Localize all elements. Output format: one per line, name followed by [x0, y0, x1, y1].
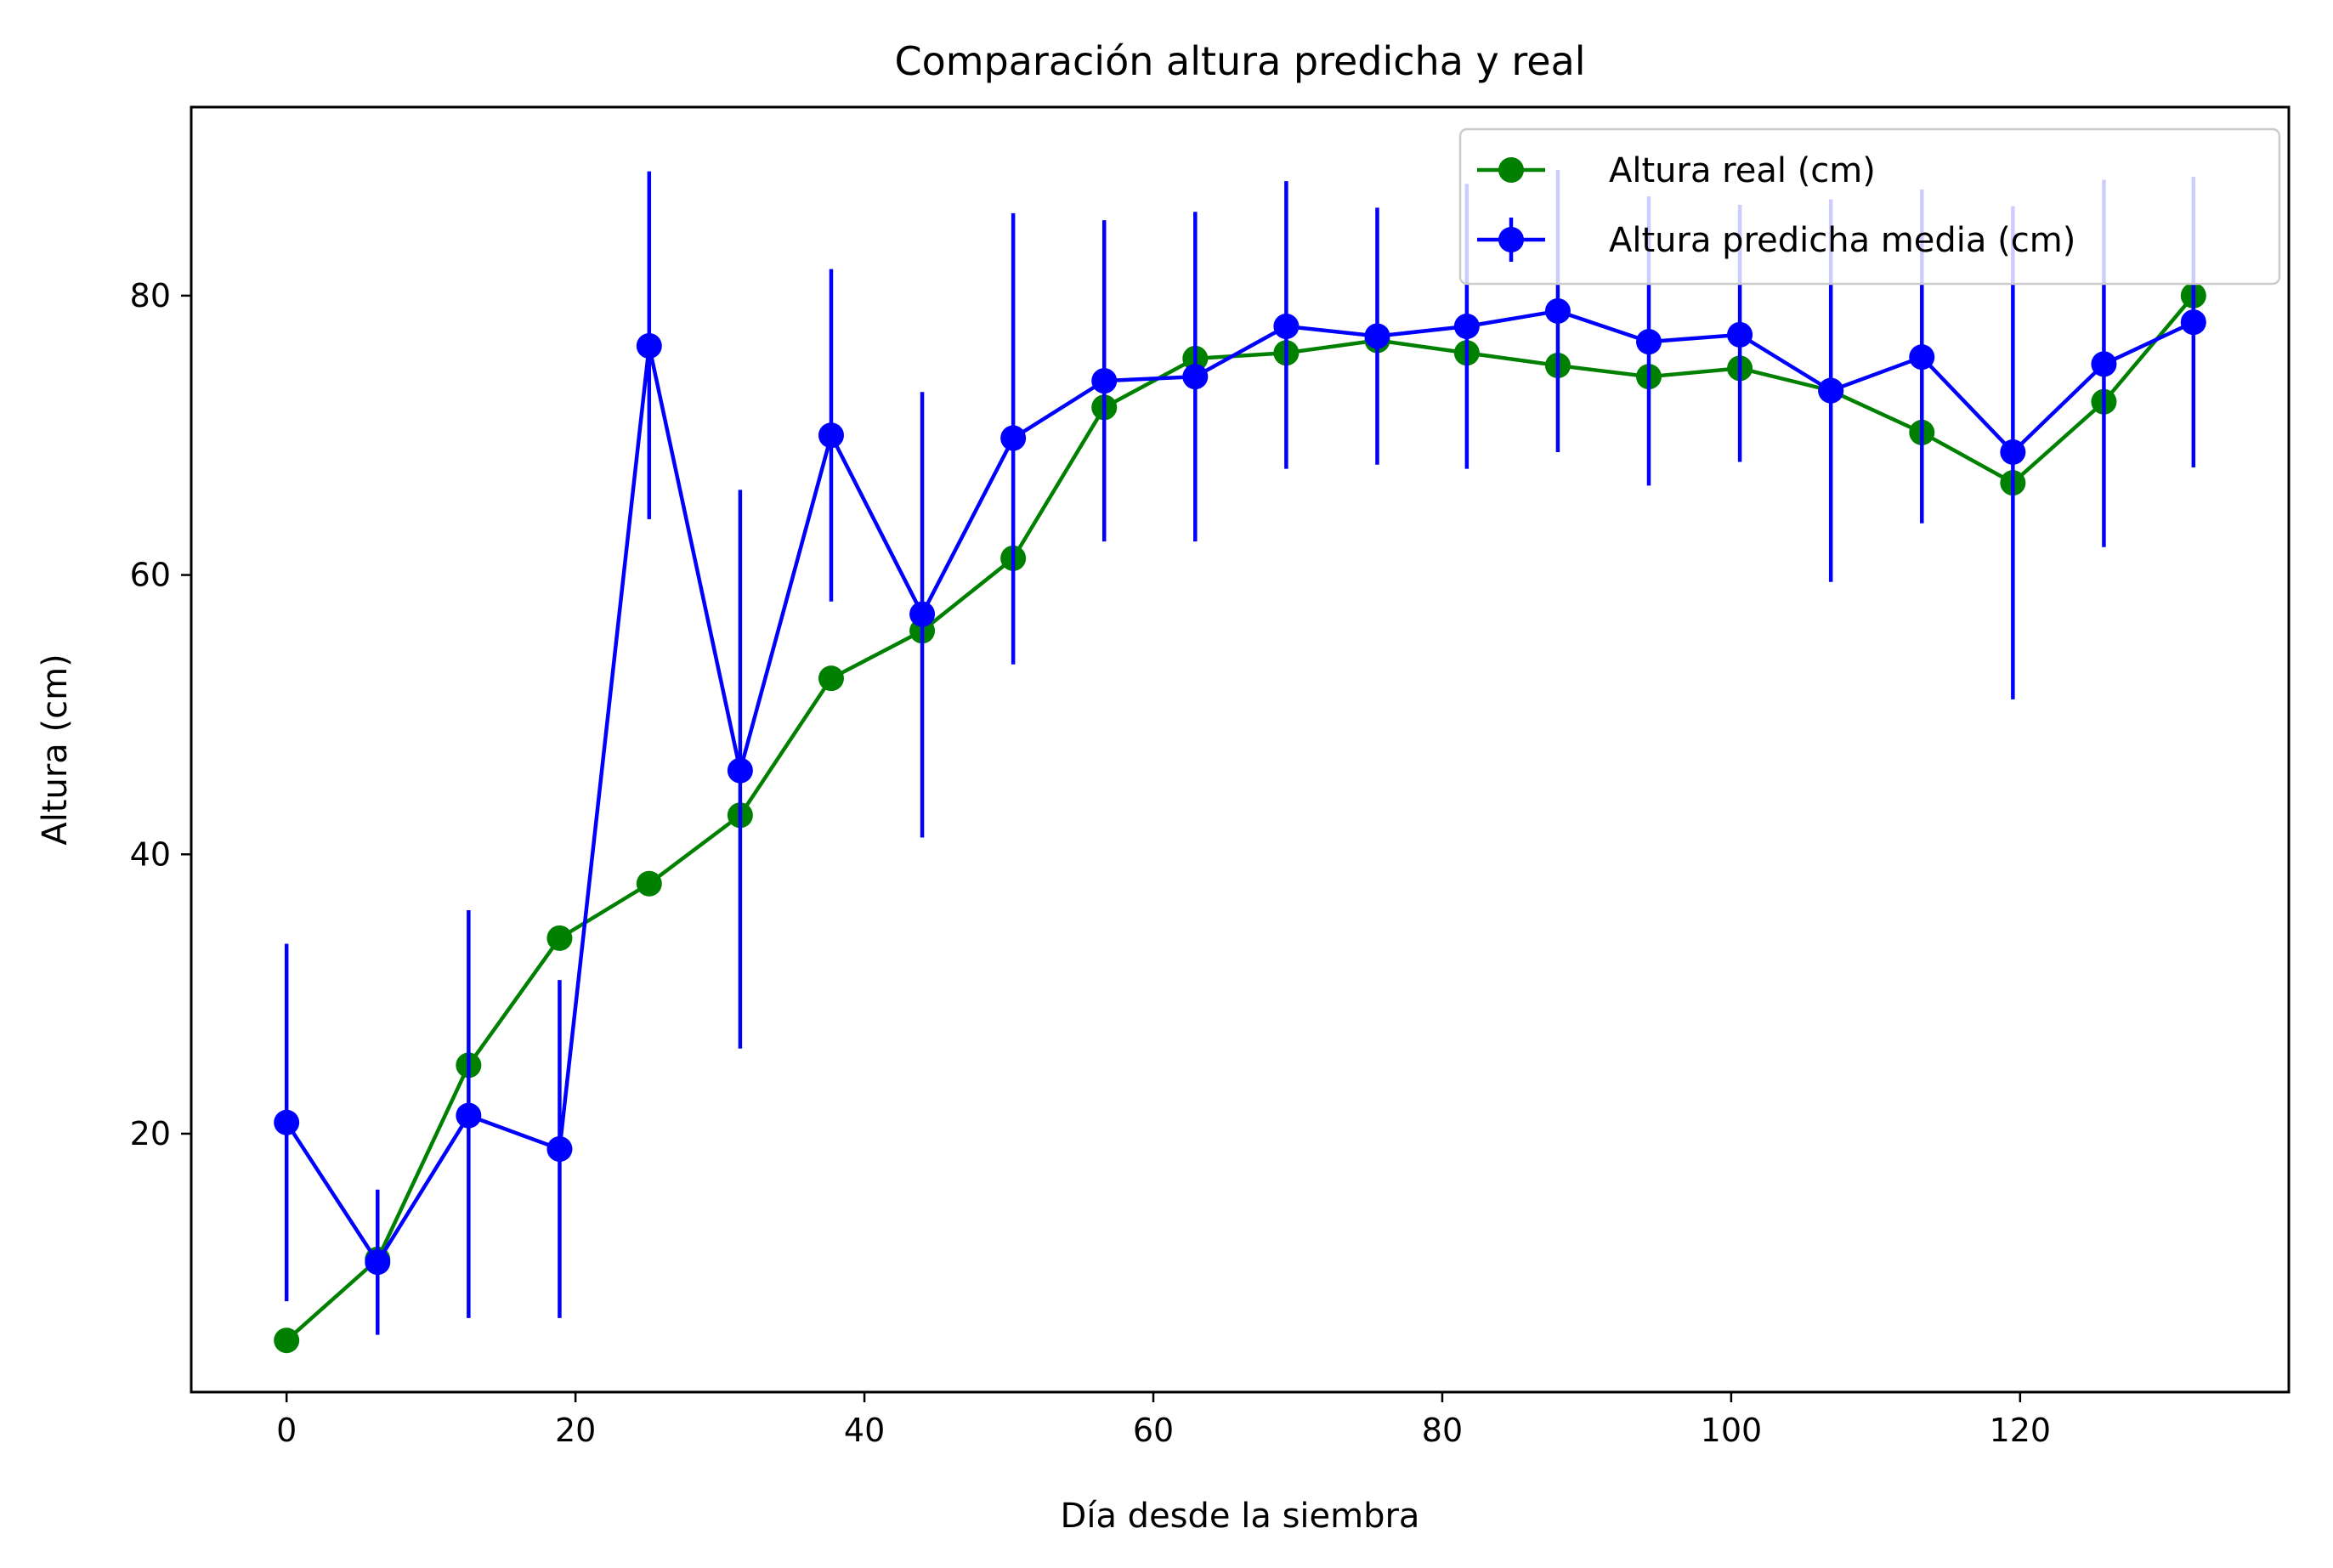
data-point — [1364, 323, 1390, 349]
data-point — [1000, 425, 1027, 451]
data-point — [636, 333, 662, 359]
chart-title: Comparación altura predicha y real — [894, 38, 1585, 84]
x-axis-ticks: 0 20 40 60 80 100 120 — [276, 1392, 2051, 1449]
data-point — [546, 925, 573, 951]
data-point — [1727, 321, 1753, 348]
data-point — [274, 1109, 300, 1135]
data-point — [818, 422, 844, 449]
y-tick-label: 20 — [130, 1115, 171, 1152]
data-point — [274, 1327, 300, 1354]
x-tick-label: 100 — [1701, 1412, 1763, 1449]
data-point — [1273, 314, 1300, 340]
data-point — [1091, 368, 1118, 394]
data-point — [909, 601, 936, 627]
x-axis-label: Día desde la siembra — [1061, 1497, 1420, 1536]
data-point — [1544, 297, 1571, 324]
data-point — [2180, 309, 2206, 336]
legend-marker-real — [1498, 157, 1524, 183]
legend: Altura real (cm) Altura predicha media (… — [1458, 127, 2281, 286]
data-point — [727, 757, 753, 784]
x-tick-label: 60 — [1133, 1412, 1174, 1449]
x-tick-label: 0 — [276, 1412, 297, 1449]
data-point — [456, 1102, 482, 1129]
series-altura-predicha — [274, 169, 2206, 1335]
data-point — [1636, 329, 1662, 355]
legend-label-predicted: Altura predicha media (cm) — [1609, 221, 2075, 260]
x-tick-label: 20 — [555, 1412, 596, 1449]
plot-area — [191, 107, 2289, 1392]
x-tick-label: 120 — [1990, 1412, 2052, 1449]
data-point — [1909, 344, 1935, 371]
data-point — [2091, 351, 2117, 377]
series-line — [285, 294, 2195, 1342]
series-line — [285, 309, 2194, 1265]
y-axis-ticks: 20 40 60 80 — [130, 277, 191, 1152]
x-tick-label: 80 — [1422, 1412, 1463, 1449]
y-axis-label: Altura (cm) — [36, 654, 75, 845]
y-tick-label: 40 — [130, 835, 171, 873]
legend-box — [1458, 127, 2281, 286]
series-layer — [274, 169, 2206, 1354]
legend-marker-predicted — [1498, 227, 1524, 252]
x-tick-label: 40 — [844, 1412, 885, 1449]
plot-frame — [190, 105, 2291, 1394]
data-point — [546, 1136, 573, 1163]
data-point — [365, 1249, 391, 1276]
data-point — [1453, 314, 1480, 340]
data-point — [1182, 364, 1209, 390]
y-tick-label: 80 — [130, 277, 171, 314]
legend-label-real: Altura real (cm) — [1609, 151, 1876, 190]
data-point — [2000, 439, 2026, 465]
data-point — [636, 870, 662, 897]
data-point — [1818, 377, 1844, 404]
data-point — [818, 665, 844, 692]
y-tick-label: 60 — [130, 557, 171, 594]
